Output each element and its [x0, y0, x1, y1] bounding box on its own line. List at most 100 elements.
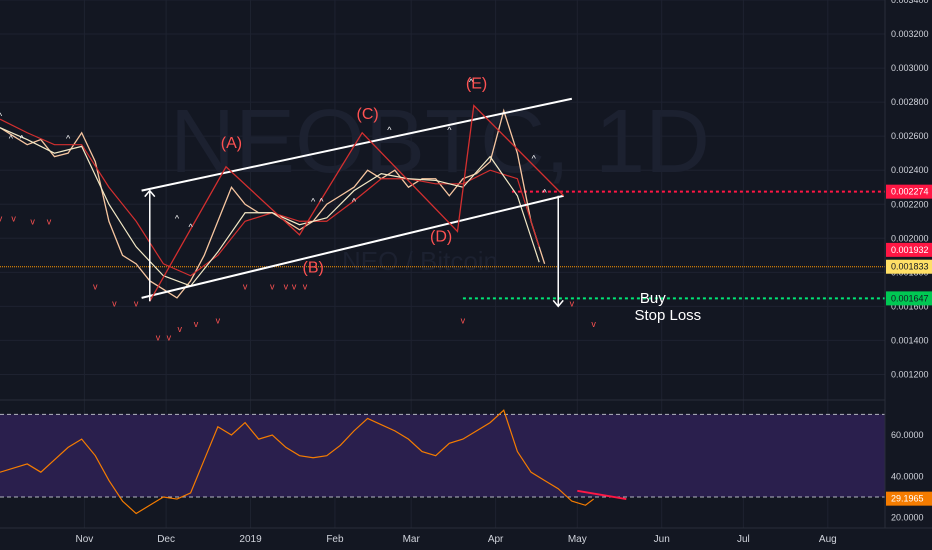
- up-marker: ^: [175, 213, 180, 223]
- down-marker: v: [156, 332, 161, 342]
- down-marker: v: [47, 217, 52, 227]
- up-marker: ^: [66, 133, 71, 143]
- price-tick-label: 0.002000: [891, 233, 929, 243]
- arrow-head: [144, 189, 156, 198]
- price-axis: 0.003400 0.003200 0.003000 0.002800 0.002600…: [891, 0, 929, 379]
- target-arrows: [144, 189, 564, 308]
- time-tick-label: Feb: [326, 534, 344, 545]
- down-marker: v: [243, 281, 248, 291]
- up-marker: ^: [542, 188, 547, 198]
- price-tag-bg: [886, 242, 932, 257]
- down-marker: v: [292, 281, 297, 291]
- up-marker: ^: [311, 196, 316, 206]
- down-marker: v: [112, 298, 117, 308]
- oscillator-tick-label: 60.0000: [891, 430, 924, 440]
- down-marker: v: [591, 319, 596, 329]
- time-tick-label: Jun: [654, 534, 670, 545]
- watermark-subtitle: NEO / Bitcoin: [342, 246, 498, 276]
- time-tick-label: Dec: [157, 534, 175, 545]
- oscillator-tick-label: 40.0000: [891, 471, 924, 481]
- chart-note: Stop Loss: [634, 307, 701, 324]
- down-marker: v: [0, 213, 3, 223]
- oscillator-band: [0, 413, 885, 498]
- up-marker: ^: [447, 125, 452, 135]
- up-marker: ^: [532, 154, 537, 164]
- up-marker: ^: [0, 111, 3, 121]
- time-tick-label: May: [568, 534, 587, 545]
- price-tick-label: 0.001600: [891, 301, 929, 311]
- oscillator-series: [0, 409, 627, 515]
- up-marker: ^: [20, 133, 25, 143]
- down-marker: v: [194, 319, 199, 329]
- price-tick-label: 0.002600: [891, 131, 929, 141]
- oscillator-tick-label: 20.0000: [891, 513, 924, 523]
- up-marker: ^: [9, 133, 14, 143]
- time-tick-label: Apr: [488, 534, 504, 545]
- horizontal-levels: [0, 190, 885, 300]
- down-marker: v: [177, 324, 182, 334]
- price-tag-bg: [886, 259, 932, 274]
- price-axis-bg: [885, 0, 932, 550]
- elliott-zigzag: [149, 104, 565, 302]
- price-tick-label: 0.003200: [891, 29, 929, 39]
- down-marker: v: [284, 281, 289, 291]
- price-tick-label: 0.001200: [891, 369, 929, 379]
- up-marker: ^: [319, 196, 324, 206]
- up-marker: ^: [352, 196, 357, 206]
- wave-label: (B): [302, 259, 323, 276]
- price-series: [0, 108, 546, 299]
- price-tag-label: 0.001647: [891, 293, 929, 303]
- price-tick-label: 0.002800: [891, 97, 929, 107]
- time-axis: Nov Dec 2019 Feb Mar Apr May Jun Jul Aug: [76, 534, 837, 545]
- channel-line-lower: [141, 194, 564, 299]
- wave-label: (D): [430, 229, 452, 246]
- down-marker: v: [270, 281, 275, 291]
- chart-note: Buy: [640, 290, 666, 307]
- down-marker: v: [11, 213, 16, 223]
- oscillator-axis: 60.0000 40.0000 20.0000: [891, 430, 924, 523]
- oscillator-tag-bg: [886, 491, 932, 506]
- series-moving-average: [0, 127, 540, 287]
- wave-labels: (A) (B) (C) (D) (E): [221, 76, 487, 277]
- up-marker: ^: [188, 222, 193, 232]
- price-tick-label: 0.002200: [891, 199, 929, 209]
- oscillator-tag-label: 29.1965: [891, 494, 924, 504]
- price-tick-label: 0.003400: [891, 0, 929, 5]
- price-tag-label: 0.002274: [891, 187, 929, 197]
- price-tick-label: 0.002400: [891, 165, 929, 175]
- up-marker: ^: [387, 125, 392, 135]
- watermark-title: NEOBTC, 1D: [170, 92, 710, 192]
- arrow-head: [552, 299, 564, 308]
- down-marker: v: [461, 315, 466, 325]
- down-marker: v: [167, 332, 172, 342]
- price-tags: 0.002274 0.001932 0.001833 0.001647 29.1965: [886, 184, 932, 506]
- wave-label: (E): [466, 76, 487, 93]
- down-marker: v: [93, 281, 98, 291]
- time-tick-label: Nov: [76, 534, 94, 545]
- zigzag-line: [149, 104, 565, 302]
- oscillator-trend-line: [577, 489, 627, 501]
- channel-line-upper: [141, 97, 573, 192]
- oscillator-line: [0, 409, 594, 515]
- down-marker: v: [303, 281, 308, 291]
- up-marker: ^: [469, 77, 474, 87]
- price-tick-label: 0.003000: [891, 63, 929, 73]
- price-tag-bg: [886, 184, 932, 199]
- time-tick-label: Aug: [819, 534, 837, 545]
- down-marker: v: [216, 315, 221, 325]
- oscillator-band-fill: [0, 414, 885, 497]
- wave-label: (A): [221, 135, 242, 152]
- down-marker: v: [30, 217, 35, 227]
- price-tag-label: 0.001932: [891, 245, 929, 255]
- time-tick-label: Mar: [403, 534, 421, 545]
- wave-label: (C): [357, 106, 379, 123]
- down-marker: v: [134, 298, 139, 308]
- trend-channel: [141, 97, 573, 299]
- down-marker: v: [570, 298, 575, 308]
- price-tag-label: 0.001833: [891, 262, 929, 272]
- time-tick-label: 2019: [239, 534, 262, 545]
- time-tick-label: Jul: [737, 534, 750, 545]
